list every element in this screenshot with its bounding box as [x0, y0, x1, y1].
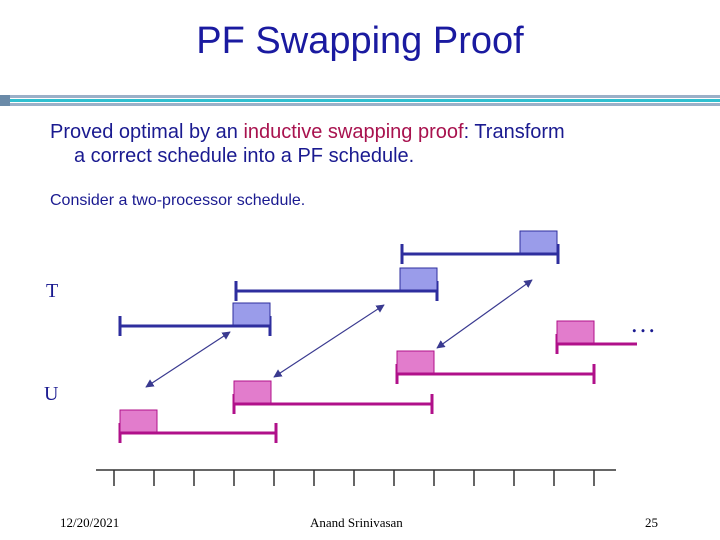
- bullet-text-start: Proved optimal by an: [50, 121, 244, 143]
- slide-title: PF Swapping Proof: [196, 20, 524, 62]
- bullet-secondary: Consider a two-processor schedule.: [50, 192, 306, 209]
- bullet-text-end: : Transform: [463, 121, 565, 143]
- processor-t-label: T: [46, 280, 58, 302]
- swap-arrow-2: [273, 304, 385, 378]
- swap-arrow-3: [436, 279, 533, 349]
- footer-date: 12/20/2021: [60, 515, 120, 530]
- bullet-text-line2: a correct schedule into a PF schedule.: [74, 145, 415, 167]
- u-subtask-3: [396, 350, 435, 374]
- u-subtask-4: [556, 320, 595, 344]
- highlight-term: inductive swapping proof: [243, 121, 464, 143]
- t-window-3: [400, 244, 560, 264]
- t-subtask-1: [232, 302, 271, 326]
- t-subtask-2: [399, 267, 438, 291]
- footer-page-number: 25: [645, 515, 658, 530]
- processor-u-label: U: [44, 383, 59, 405]
- t-subtask-3: [519, 230, 558, 254]
- swap-arrow-1: [145, 331, 231, 388]
- schedule-diagram: T U …: [44, 230, 656, 486]
- time-axis: [96, 469, 616, 486]
- footer-author: Anand Srinivasan: [310, 515, 403, 530]
- title-divider: [0, 95, 720, 106]
- u-subtask-1: [119, 409, 158, 433]
- bullet-main: Proved optimal by an inductive swapping …: [50, 120, 700, 168]
- u-subtask-2: [233, 380, 272, 404]
- ellipsis: …: [630, 309, 656, 338]
